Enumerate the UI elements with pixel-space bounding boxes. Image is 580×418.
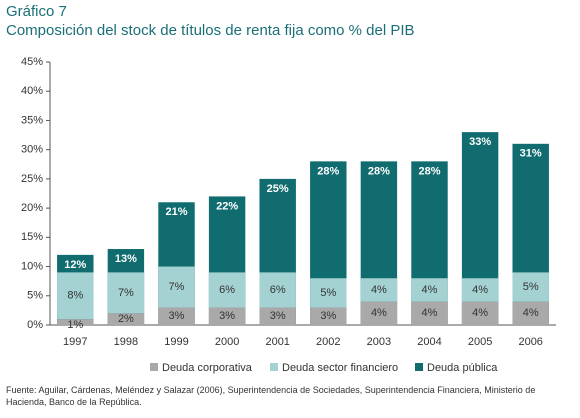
bar-segment — [461, 301, 499, 325]
y-tick-label: 5% — [27, 290, 43, 302]
value-label: 5% — [523, 281, 539, 293]
value-label: 3% — [320, 310, 336, 322]
x-tick-label: 2001 — [265, 336, 289, 348]
value-label: 4% — [472, 307, 488, 319]
value-label: 3% — [219, 310, 235, 322]
y-tick-label: 15% — [21, 231, 43, 243]
header: Gráfico 7 Composición del stock de títul… — [6, 2, 415, 40]
value-label: 6% — [270, 284, 286, 296]
bar-segment — [259, 272, 296, 308]
value-label: 28% — [368, 165, 390, 177]
bar-segment — [411, 278, 448, 302]
x-tick-label: 2005 — [468, 336, 492, 348]
value-label: 25% — [267, 183, 289, 195]
source-note: Fuente: Aguilar, Cárdenas, Meléndez y Sa… — [6, 385, 536, 407]
x-tick-label: 1997 — [63, 336, 87, 348]
value-label: 31% — [520, 148, 542, 160]
bar-segment — [158, 266, 195, 308]
bar-segment — [360, 301, 398, 325]
value-label: 4% — [371, 307, 387, 319]
value-label: 21% — [165, 206, 187, 218]
x-tick-label: 2000 — [215, 336, 239, 348]
bar-segment — [259, 307, 296, 325]
value-label: 7% — [118, 287, 134, 299]
y-tick-label: 40% — [21, 85, 43, 97]
bar-segment — [57, 272, 94, 320]
value-label: 28% — [418, 165, 440, 177]
bar-segment — [411, 301, 448, 325]
bar-segment — [512, 272, 549, 302]
bar-segment — [360, 278, 398, 302]
value-label: 12% — [64, 259, 86, 271]
legend-label: Deuda pública — [427, 362, 498, 374]
legend-swatch — [150, 363, 158, 371]
bar-segment — [107, 313, 145, 325]
chart-subtitle: Composición del stock de títulos de rent… — [6, 22, 415, 39]
value-label: 2% — [118, 313, 134, 325]
legend-swatch — [415, 363, 423, 371]
value-label: 4% — [422, 284, 438, 296]
value-label: 3% — [169, 310, 185, 322]
bar-segment — [107, 272, 145, 314]
value-label: 33% — [469, 136, 491, 148]
chart-title: Gráfico 7 — [6, 3, 67, 20]
bar-segment — [208, 307, 246, 325]
bar-segment — [461, 278, 499, 302]
x-tick-label: 2004 — [417, 336, 441, 348]
legend-label: Deuda sector financiero — [282, 362, 398, 374]
value-label: 4% — [472, 284, 488, 296]
value-label: 4% — [422, 307, 438, 319]
x-tick-label: 1999 — [164, 336, 188, 348]
value-label: 22% — [216, 200, 238, 212]
x-tick-label: 2003 — [367, 336, 391, 348]
value-label: 3% — [270, 310, 286, 322]
value-label: 6% — [219, 284, 235, 296]
value-label: 7% — [169, 281, 185, 293]
y-tick-label: 25% — [21, 173, 43, 185]
y-tick-label: 10% — [21, 260, 43, 272]
y-tick-label: 20% — [21, 202, 43, 214]
chart: 0% 5% 10% 15% 20% 25% 30% 35% 40% 45% 1997 12% 1% 8% 1… — [21, 56, 556, 374]
value-label: 4% — [371, 284, 387, 296]
bar-segment — [310, 307, 347, 325]
y-tick-label: 35% — [21, 114, 43, 126]
y-tick-label: 45% — [21, 56, 43, 68]
legend-label: Deuda corporativa — [162, 362, 253, 374]
bar-segment — [208, 272, 246, 308]
value-label: 8% — [67, 290, 83, 302]
bar-segment — [158, 307, 195, 325]
y-tick-label: 30% — [21, 144, 43, 156]
x-tick-label: 2002 — [316, 336, 340, 348]
x-tick-label: 1998 — [114, 336, 138, 348]
value-label: 1% — [67, 319, 83, 331]
y-tick-label: 0% — [27, 319, 43, 331]
value-label: 13% — [115, 253, 137, 265]
value-label: 5% — [320, 287, 336, 299]
bar-segment — [310, 278, 347, 308]
x-tick-label: 2006 — [518, 336, 542, 348]
legend-swatch — [270, 363, 278, 371]
bar-segment — [512, 301, 549, 325]
bar-segment — [57, 319, 94, 325]
value-label: 28% — [317, 165, 339, 177]
value-label: 4% — [523, 307, 539, 319]
